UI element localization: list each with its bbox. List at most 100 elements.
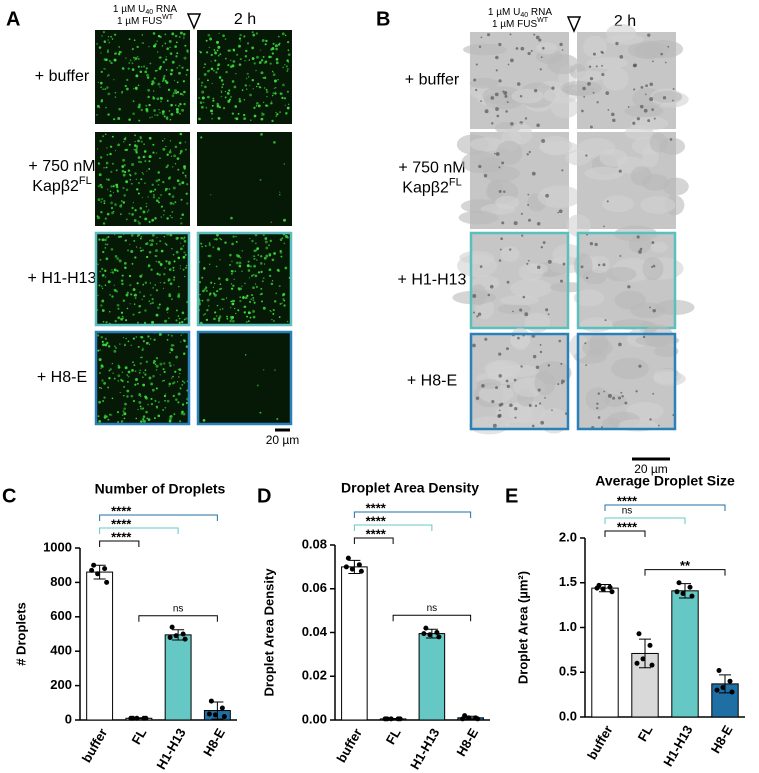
x-tick-label: buffer: [584, 723, 615, 762]
droplet: [257, 254, 260, 256]
droplet: [150, 402, 154, 406]
droplet: [183, 36, 185, 38]
droplet: [98, 400, 101, 404]
droplet: [154, 284, 157, 286]
y-axis-label: Droplet Area (µm²): [515, 571, 530, 684]
droplet: [250, 274, 253, 277]
micrograph: [456, 122, 582, 229]
droplet: [249, 93, 252, 97]
droplet: [253, 62, 256, 65]
droplet: [500, 237, 503, 241]
droplet: [262, 56, 265, 58]
droplet: [258, 61, 262, 64]
droplet: [132, 399, 136, 403]
droplet: [113, 79, 115, 81]
droplet: [274, 92, 277, 95]
droplet: [171, 211, 174, 213]
droplet: [152, 193, 155, 196]
droplet: [112, 372, 114, 374]
droplet: [186, 202, 189, 205]
droplet: [140, 66, 143, 68]
texture: [611, 357, 649, 380]
droplet: [147, 196, 149, 198]
droplet: [151, 298, 154, 301]
droplet: [139, 311, 142, 314]
data-point: [727, 678, 733, 684]
droplet: [130, 344, 132, 347]
droplet: [283, 242, 286, 245]
droplet: [169, 214, 172, 217]
droplet: [141, 407, 145, 410]
droplet: [134, 297, 137, 299]
droplet: [114, 34, 117, 36]
droplet: [495, 107, 499, 111]
droplet: [159, 281, 162, 284]
droplet: [175, 319, 178, 322]
droplet: [111, 269, 113, 271]
droplet: [153, 82, 156, 85]
droplet: [183, 239, 187, 243]
y-tick-label: 0: [65, 711, 72, 726]
droplet: [170, 103, 173, 107]
droplet: [140, 178, 143, 181]
droplet: [262, 113, 265, 116]
droplet: [260, 287, 263, 290]
droplet: [105, 106, 107, 109]
data-point: [460, 716, 466, 722]
droplet: [262, 234, 265, 237]
droplet: [561, 379, 565, 384]
droplet: [165, 165, 168, 169]
micrograph-border: [94, 231, 191, 327]
droplet: [164, 242, 167, 245]
droplet: [551, 409, 553, 412]
droplet: [235, 261, 239, 265]
droplet: [97, 349, 100, 352]
droplet: [215, 71, 218, 74]
droplet: [231, 302, 235, 306]
droplet: [157, 171, 160, 174]
droplet: [509, 248, 512, 251]
droplet: [254, 274, 258, 278]
droplet: [103, 381, 107, 385]
droplet: [97, 185, 100, 188]
micrograph: [452, 231, 587, 333]
droplet: [107, 92, 111, 96]
droplet: [155, 387, 158, 390]
droplet: [128, 118, 131, 121]
droplet: [101, 198, 104, 200]
droplet: [182, 80, 186, 83]
micrograph: [197, 132, 292, 226]
droplet: [166, 153, 169, 156]
data-point: [397, 716, 403, 722]
significance-label: ****: [111, 529, 132, 544]
y-tick-label: 1.0: [559, 619, 577, 634]
droplet: [121, 274, 124, 277]
droplet: [638, 250, 642, 254]
data-point: [594, 585, 600, 591]
droplet: [178, 141, 182, 145]
texture: [589, 333, 609, 354]
droplet: [114, 52, 117, 55]
droplet: [123, 170, 127, 174]
droplet: [163, 209, 166, 212]
droplet: [169, 364, 172, 367]
droplet: [498, 374, 502, 378]
droplet: [254, 283, 257, 285]
droplet: [106, 212, 110, 216]
droplet: [100, 367, 102, 369]
droplet: [156, 313, 159, 316]
droplet: [125, 319, 128, 322]
droplet: [151, 80, 155, 84]
droplet: [287, 61, 290, 63]
droplet: [117, 374, 121, 378]
droplet: [268, 55, 271, 59]
droplet: [532, 354, 537, 359]
droplet: [105, 178, 108, 180]
droplet: [596, 402, 599, 405]
droplet: [234, 105, 238, 108]
droplet: [137, 408, 139, 411]
droplet: [216, 49, 219, 52]
droplet: [130, 182, 133, 185]
droplet: [198, 281, 202, 284]
droplet: [495, 152, 500, 156]
